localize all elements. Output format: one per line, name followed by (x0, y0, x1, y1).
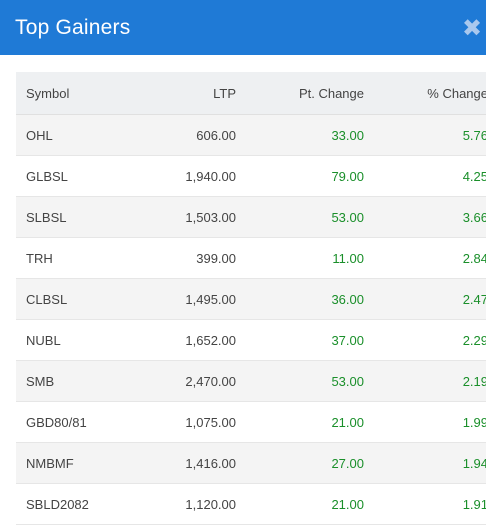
modal-title: Top Gainers (15, 15, 131, 39)
table-row[interactable]: GBD80/81 1,075.00 21.00 1.99 (16, 401, 486, 443)
column-header-pt-change[interactable]: Pt. Change (238, 72, 366, 115)
close-icon[interactable]: ✖ (461, 15, 483, 42)
table-row[interactable]: NMBMF 1,416.00 27.00 1.94 (16, 442, 486, 484)
table-header-row: Symbol LTP Pt. Change % Change (16, 72, 486, 115)
ltp-cell: 399.00 (137, 237, 238, 279)
pct-change-cell: 1.91 (366, 483, 486, 525)
table-row[interactable]: TRH 399.00 11.00 2.84 (16, 237, 486, 279)
pct-change-cell: 4.25 (366, 155, 486, 197)
ltp-cell: 1,652.00 (137, 319, 238, 361)
symbol-cell: NMBMF (16, 442, 137, 484)
gainers-table: Symbol LTP Pt. Change % Change OHL 606.00… (16, 72, 486, 525)
table-row[interactable]: SMB 2,470.00 53.00 2.19 (16, 360, 486, 402)
symbol-cell: GBD80/81 (16, 401, 137, 443)
symbol-cell: NUBL (16, 319, 137, 361)
pt-change-cell: 53.00 (238, 360, 366, 402)
pt-change-cell: 36.00 (238, 278, 366, 320)
pct-change-cell: 2.84 (366, 237, 486, 279)
pct-change-cell: 2.29 (366, 319, 486, 361)
column-header-pct-change[interactable]: % Change (366, 72, 486, 115)
pct-change-cell: 3.66 (366, 196, 486, 238)
symbol-cell: SBLD2082 (16, 483, 137, 525)
table-row[interactable]: SLBSL 1,503.00 53.00 3.66 (16, 196, 486, 238)
table-row[interactable]: CLBSL 1,495.00 36.00 2.47 (16, 278, 486, 320)
table-row[interactable]: SBLD2082 1,120.00 21.00 1.91 (16, 483, 486, 525)
pct-change-cell: 1.94 (366, 442, 486, 484)
ltp-cell: 1,495.00 (137, 278, 238, 320)
pt-change-cell: 53.00 (238, 196, 366, 238)
ltp-cell: 1,120.00 (137, 483, 238, 525)
symbol-cell: OHL (16, 114, 137, 156)
pt-change-cell: 33.00 (238, 114, 366, 156)
ltp-cell: 1,503.00 (137, 196, 238, 238)
modal-header: Top Gainers ✖ (0, 0, 486, 55)
pct-change-cell: 5.76 (366, 114, 486, 156)
column-header-ltp[interactable]: LTP (137, 72, 238, 115)
column-header-symbol[interactable]: Symbol (16, 72, 137, 115)
symbol-cell: GLBSL (16, 155, 137, 197)
ltp-cell: 606.00 (137, 114, 238, 156)
pt-change-cell: 21.00 (238, 401, 366, 443)
ltp-cell: 2,470.00 (137, 360, 238, 402)
pt-change-cell: 79.00 (238, 155, 366, 197)
symbol-cell: SLBSL (16, 196, 137, 238)
table-row[interactable]: OHL 606.00 33.00 5.76 (16, 114, 486, 156)
gainers-table-container: Symbol LTP Pt. Change % Change OHL 606.00… (16, 72, 486, 525)
ltp-cell: 1,416.00 (137, 442, 238, 484)
pct-change-cell: 1.99 (366, 401, 486, 443)
pct-change-cell: 2.19 (366, 360, 486, 402)
symbol-cell: CLBSL (16, 278, 137, 320)
table-row[interactable]: GLBSL 1,940.00 79.00 4.25 (16, 155, 486, 197)
ltp-cell: 1,940.00 (137, 155, 238, 197)
pt-change-cell: 21.00 (238, 483, 366, 525)
symbol-cell: SMB (16, 360, 137, 402)
pt-change-cell: 11.00 (238, 237, 366, 279)
pt-change-cell: 27.00 (238, 442, 366, 484)
pt-change-cell: 37.00 (238, 319, 366, 361)
ltp-cell: 1,075.00 (137, 401, 238, 443)
pct-change-cell: 2.47 (366, 278, 486, 320)
symbol-cell: TRH (16, 237, 137, 279)
table-row[interactable]: NUBL 1,652.00 37.00 2.29 (16, 319, 486, 361)
